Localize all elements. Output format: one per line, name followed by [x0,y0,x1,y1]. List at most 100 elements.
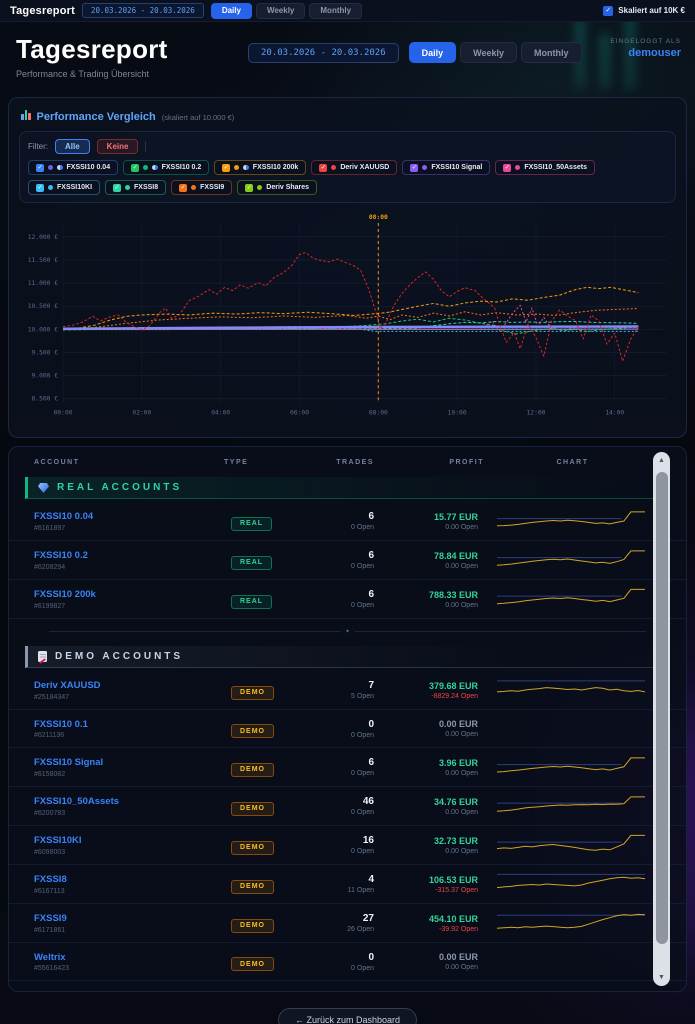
profit-cell: 379.68 EUR -8829.24 Open [374,681,484,700]
account-name[interactable]: FXSSI10 0.04 [34,511,94,523]
page-title: Tagesreport [16,34,168,64]
chip-checkbox-icon[interactable]: ✓ [131,163,140,172]
header-date-range[interactable]: 20.03.2026 - 20.03.2026 [248,42,399,63]
row-sparkline [497,550,645,567]
filter-chip-fxssi9[interactable]: ✓ FXSSI9 [171,180,233,195]
chip-checkbox-icon[interactable]: ✓ [319,163,328,172]
app-logo: Tagesreport [10,4,75,17]
trades-cell: 4 11 Open [319,874,374,894]
chip-checkbox-icon[interactable]: ✓ [503,163,512,172]
scrollbar-thumb[interactable] [655,472,668,945]
filter-chip-deriv-shares[interactable]: ✓ Deriv Shares [237,180,318,195]
scroll-down-icon[interactable]: ▼ [658,974,665,982]
performance-title-row: Performance Vergleich (skaliert auf 10.0… [19,108,676,131]
accounts-card: ACCOUNT TYPE TRADES PROFIT CHART REAL ACCOUN… [8,446,687,993]
filter-chip-fxssi10-0-2[interactable]: ✓ FXSSI10 0.2 [123,160,210,175]
profit-cell: 34.76 EUR 0.00 Open [374,797,484,816]
profit-value: 34.76 EUR [433,796,478,807]
account-name[interactable]: FXSSI10KI [34,835,82,847]
chip-checkbox-icon[interactable]: ✓ [36,163,44,172]
svg-text:00:00: 00:00 [54,409,73,416]
trades-cell: 16 0 Open [319,835,374,855]
scrollbar[interactable]: ▲ ▼ [653,452,670,987]
filter-chip-fxssi10-0-04[interactable]: ✓ FXSSI10 0.04 [28,160,119,175]
account-row: FXSSI10 Signal #6158082 DEMO 6 0 Open 3.96 EU… [9,748,686,788]
account-row: FXSSI10 0.04 #6161897 REAL 6 0 Open 15.77 EUR… [9,502,686,542]
topbar-date-range[interactable]: 20.03.2026 - 20.03.2026 [81,3,204,18]
row-sparkline [497,796,645,813]
chip-checkbox-icon[interactable]: ✓ [410,163,419,172]
account-number: #6208294 [34,563,66,571]
section-title: REAL ACCOUNTS [57,482,183,494]
type-cell: DEMO [224,836,319,855]
profit-value: 454.10 EUR [428,913,478,924]
account-name[interactable]: FXSSI10_50Assets [34,796,120,808]
type-badge: DEMO [231,724,274,739]
header-period-tabs: Daily Weekly Monthly [408,42,582,63]
account-name[interactable]: FXSSI10 Signal [34,757,104,769]
account-name[interactable]: FXSSI9 [34,913,67,925]
account-color-dot [48,165,53,170]
chip-label: FXSSI9 [200,184,225,191]
chip-checkbox-icon[interactable]: ✓ [36,183,44,192]
account-number: #55616423 [34,965,70,973]
chart-cell [484,752,661,782]
header-titles: Tagesreport Performance & Trading Übersi… [16,34,234,79]
account-name[interactable]: FXSSI8 [34,874,67,886]
filter-chip-fxssi10-200k[interactable]: ✓ FXSSI10 200k [214,160,307,175]
profit-open: 0.00 Open [445,808,478,816]
account-number: #6098003 [34,848,66,856]
topbar-tab-weekly[interactable]: Weekly [255,2,306,19]
header-tab-monthly[interactable]: Monthly [521,42,582,63]
checkbox-check-icon[interactable]: ✓ [603,5,614,16]
account-name[interactable]: FXSSI10 0.1 [34,718,88,730]
chip-checkbox-icon[interactable]: ✓ [179,183,188,192]
scale-checkbox[interactable]: ✓ Skaliert auf 10K € [603,5,685,16]
profit-cell: 0.00 EUR 0.00 Open [374,952,484,971]
section-title: DEMO ACCOUNTS [55,651,184,663]
trades-open: 0 Open [351,731,374,739]
filter-chip-fxssi8[interactable]: ✓ FXSSI8 [105,180,167,195]
account-name[interactable]: Deriv XAUUSD [34,680,101,692]
header-tab-weekly[interactable]: Weekly [460,42,517,63]
topbar-tab-monthly[interactable]: Monthly [309,2,363,19]
filter-chip-fxssi10-signal[interactable]: ✓ FXSSI10 Signal [402,160,491,175]
chip-checkbox-icon[interactable]: ✓ [113,183,122,192]
chart-cell [484,869,661,899]
filter-chip-fxssi10ki[interactable]: ✓ FXSSI10KI [28,180,101,195]
header-tab-daily[interactable]: Daily [408,42,457,63]
account-color-dot [48,185,53,190]
topbar-tab-daily[interactable]: Daily [210,2,252,19]
chart-cell [484,908,661,938]
chart-cell [484,830,661,860]
back-to-dashboard-button[interactable]: ← Zurück zum Dashboard [277,1008,418,1024]
account-name[interactable]: FXSSI10 0.2 [34,550,88,562]
performance-chart: 12.000 € 11.500 € 11.000 € 10.500 € 10.000 €… [19,211,676,429]
select-all-button[interactable]: Alle [55,139,90,154]
profit-cell: 106.53 EUR -315.37 Open [374,875,484,894]
filter-divider [145,141,147,152]
account-name[interactable]: FXSSI10 200k [34,589,96,601]
chip-label: Deriv XAUUSD [340,164,390,171]
scaled-indicator-icon [243,164,249,171]
account-name[interactable]: Weltrix [34,951,66,963]
svg-text:08:00: 08:00 [369,214,388,221]
profit-value: 15.77 EUR [433,511,478,522]
account-cell: FXSSI10 0.04 #6161897 [34,511,224,532]
trades-count: 6 [368,589,374,601]
svg-text:12:00: 12:00 [526,409,545,416]
trades-open: 0 Open [351,524,374,532]
trades-open: 0 Open [351,848,374,856]
section-header-demo: DEMO ACCOUNTS [25,646,670,669]
account-cell: FXSSI10_50Assets #6200783 [34,796,224,817]
chip-checkbox-icon[interactable]: ✓ [222,163,231,172]
row-sparkline [497,835,645,852]
filter-chip-deriv-xauusd[interactable]: ✓ Deriv XAUUSD [311,160,398,175]
chip-checkbox-icon[interactable]: ✓ [245,183,254,192]
select-none-button[interactable]: Keine [96,139,139,154]
filter-chip-fxssi10-50assets[interactable]: ✓ FXSSI10_50Assets [495,160,595,175]
row-sparkline [497,680,645,693]
scroll-up-icon[interactable]: ▲ [658,457,665,465]
